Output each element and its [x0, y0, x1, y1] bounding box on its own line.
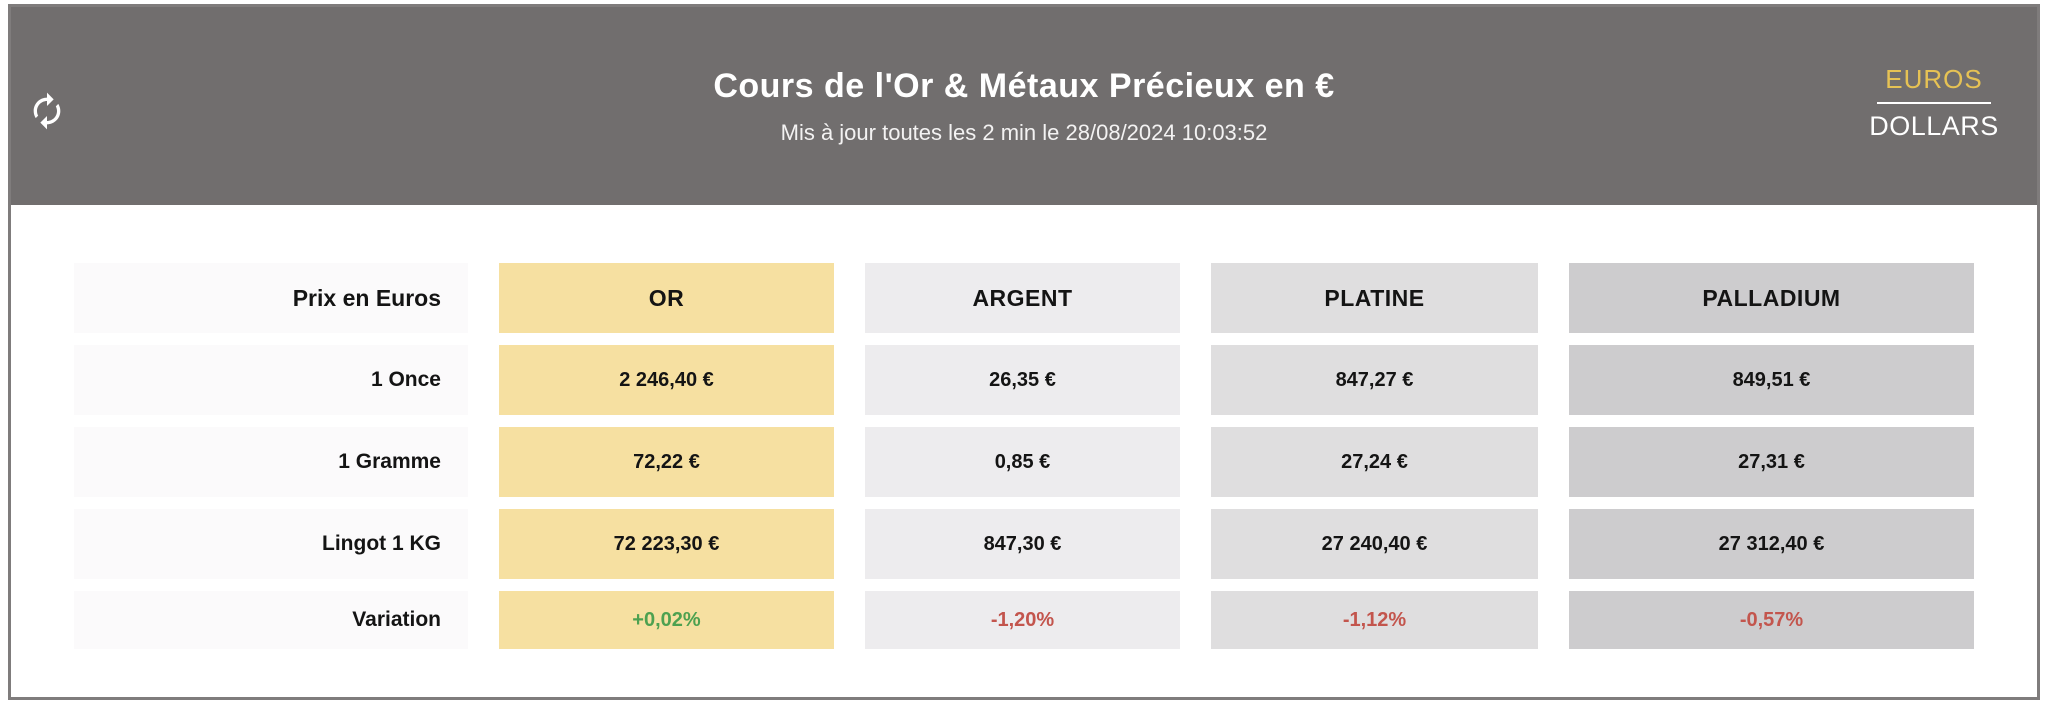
row-label-once: 1 Once	[74, 345, 468, 415]
column-header-platine: PLATINE	[1211, 263, 1538, 333]
row-label-variation: Variation	[74, 591, 468, 649]
variation-cell-palladium: -0,57%	[1569, 591, 1974, 649]
row-label-gramme: 1 Gramme	[74, 427, 468, 497]
column-header-or: OR	[499, 263, 834, 333]
price-table: Prix en Euros OR ARGENT PLATINE PALLADIU…	[74, 263, 2037, 649]
page-title: Cours de l'Or & Métaux Précieux en €	[713, 67, 1335, 105]
currency-divider	[1877, 101, 1991, 104]
currency-option-euros[interactable]: EUROS	[1885, 64, 1983, 94]
table-corner-header: Prix en Euros	[74, 263, 468, 333]
price-cell-platine-once: 847,27 €	[1211, 345, 1538, 415]
price-cell-or-gramme: 72,22 €	[499, 427, 834, 497]
refresh-button[interactable]	[27, 89, 71, 133]
price-cell-argent-once: 26,35 €	[865, 345, 1180, 415]
price-cell-palladium-gramme: 27,31 €	[1569, 427, 1974, 497]
header-titles: Cours de l'Or & Métaux Précieux en € Mis…	[11, 7, 2037, 146]
variation-cell-platine: -1,12%	[1211, 591, 1538, 649]
refresh-icon	[33, 92, 61, 130]
column-header-argent: ARGENT	[865, 263, 1180, 333]
column-header-palladium: PALLADIUM	[1569, 263, 1974, 333]
row-label-lingot: Lingot 1 KG	[74, 509, 468, 579]
gold-price-widget: Cours de l'Or & Métaux Précieux en € Mis…	[8, 4, 2040, 700]
price-cell-palladium-once: 849,51 €	[1569, 345, 1974, 415]
widget-body: Prix en Euros OR ARGENT PLATINE PALLADIU…	[11, 205, 2037, 649]
price-cell-argent-lingot: 847,30 €	[865, 509, 1180, 579]
price-cell-platine-lingot: 27 240,40 €	[1211, 509, 1538, 579]
variation-cell-or: +0,02%	[499, 591, 834, 649]
price-cell-platine-gramme: 27,24 €	[1211, 427, 1538, 497]
price-cell-or-lingot: 72 223,30 €	[499, 509, 834, 579]
last-updated-text: Mis à jour toutes les 2 min le 28/08/202…	[780, 120, 1268, 145]
currency-option-dollars[interactable]: DOLLARS	[1869, 110, 1999, 141]
price-cell-argent-gramme: 0,85 €	[865, 427, 1180, 497]
currency-toggle: EUROS DOLLARS	[1859, 64, 2009, 142]
variation-cell-argent: -1,20%	[865, 591, 1180, 649]
widget-header: Cours de l'Or & Métaux Précieux en € Mis…	[11, 7, 2037, 205]
price-cell-palladium-lingot: 27 312,40 €	[1569, 509, 1974, 579]
price-cell-or-once: 2 246,40 €	[499, 345, 834, 415]
